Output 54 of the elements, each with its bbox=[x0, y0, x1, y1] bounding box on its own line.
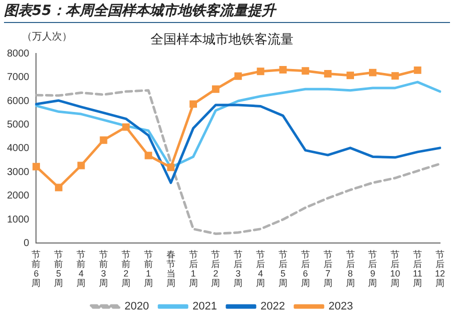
y-tick-label: 0 bbox=[24, 238, 30, 249]
y-tick-label: 6000 bbox=[6, 96, 30, 107]
x-tick-label: 节前1周 bbox=[144, 249, 153, 288]
point bbox=[167, 164, 175, 172]
chart-subtitle: 全国样本城市地铁客流量 bbox=[150, 31, 294, 46]
y-tick-label: 4000 bbox=[6, 143, 30, 154]
point bbox=[279, 66, 287, 74]
point bbox=[391, 72, 399, 80]
x-tick-label: 节后2周 bbox=[211, 249, 220, 288]
point bbox=[122, 123, 130, 131]
x-tick-label: 节前4周 bbox=[76, 249, 86, 288]
x-tick-label: 节前2周 bbox=[121, 249, 130, 288]
x-tick-label: 节后1周 bbox=[188, 249, 198, 288]
x-tick-label: 节前3周 bbox=[99, 249, 108, 288]
y-tick-label: 7000 bbox=[6, 72, 30, 84]
x-tick-label: 节后12周 bbox=[434, 249, 446, 288]
x-tick-label: 节后6周 bbox=[300, 249, 310, 288]
x-tick-label: 节后9周 bbox=[368, 249, 378, 288]
x-tick-label: 节后7周 bbox=[323, 249, 332, 288]
point bbox=[368, 68, 376, 76]
legend-label: 2020 bbox=[124, 300, 150, 313]
x-tick-label: 节前5周 bbox=[54, 249, 64, 288]
point bbox=[190, 100, 197, 108]
x-tick-label: 春节当周 bbox=[166, 249, 176, 288]
line-series bbox=[34, 89, 442, 235]
legend-label: 2022 bbox=[260, 300, 285, 313]
point bbox=[302, 67, 310, 75]
point bbox=[32, 162, 40, 170]
point bbox=[77, 162, 85, 170]
x-tick-label: 节后11周 bbox=[412, 249, 422, 288]
x-tick-label: 节后10周 bbox=[390, 249, 400, 288]
x-tick-label: 节前6周 bbox=[32, 249, 41, 288]
legend-label: 2023 bbox=[328, 300, 353, 313]
x-tick-label: 节后4周 bbox=[256, 249, 266, 288]
point bbox=[54, 184, 62, 192]
y-tick-label: 2000 bbox=[6, 190, 30, 202]
y-tick-label: 1000 bbox=[6, 214, 30, 226]
point bbox=[144, 152, 152, 160]
x-tick-label: 节后5周 bbox=[278, 249, 288, 288]
point bbox=[212, 85, 220, 93]
x-tick-label: 节后8周 bbox=[346, 249, 355, 288]
point bbox=[256, 68, 264, 76]
chart-title: 图表55：本周全国样本城市地铁客流量提升 bbox=[4, 2, 450, 23]
point bbox=[346, 72, 354, 80]
point bbox=[100, 136, 108, 144]
legend-label: 2021 bbox=[192, 300, 218, 313]
y-tick-label: 5000 bbox=[6, 119, 30, 130]
y-tick-label: 8000 bbox=[6, 48, 30, 60]
point bbox=[414, 66, 422, 74]
point bbox=[324, 70, 332, 78]
point bbox=[234, 72, 242, 80]
y-tick-label: 3000 bbox=[6, 166, 30, 178]
y-axis-title: （万人次） bbox=[22, 32, 72, 43]
x-tick-label: 节后3周 bbox=[234, 249, 243, 288]
